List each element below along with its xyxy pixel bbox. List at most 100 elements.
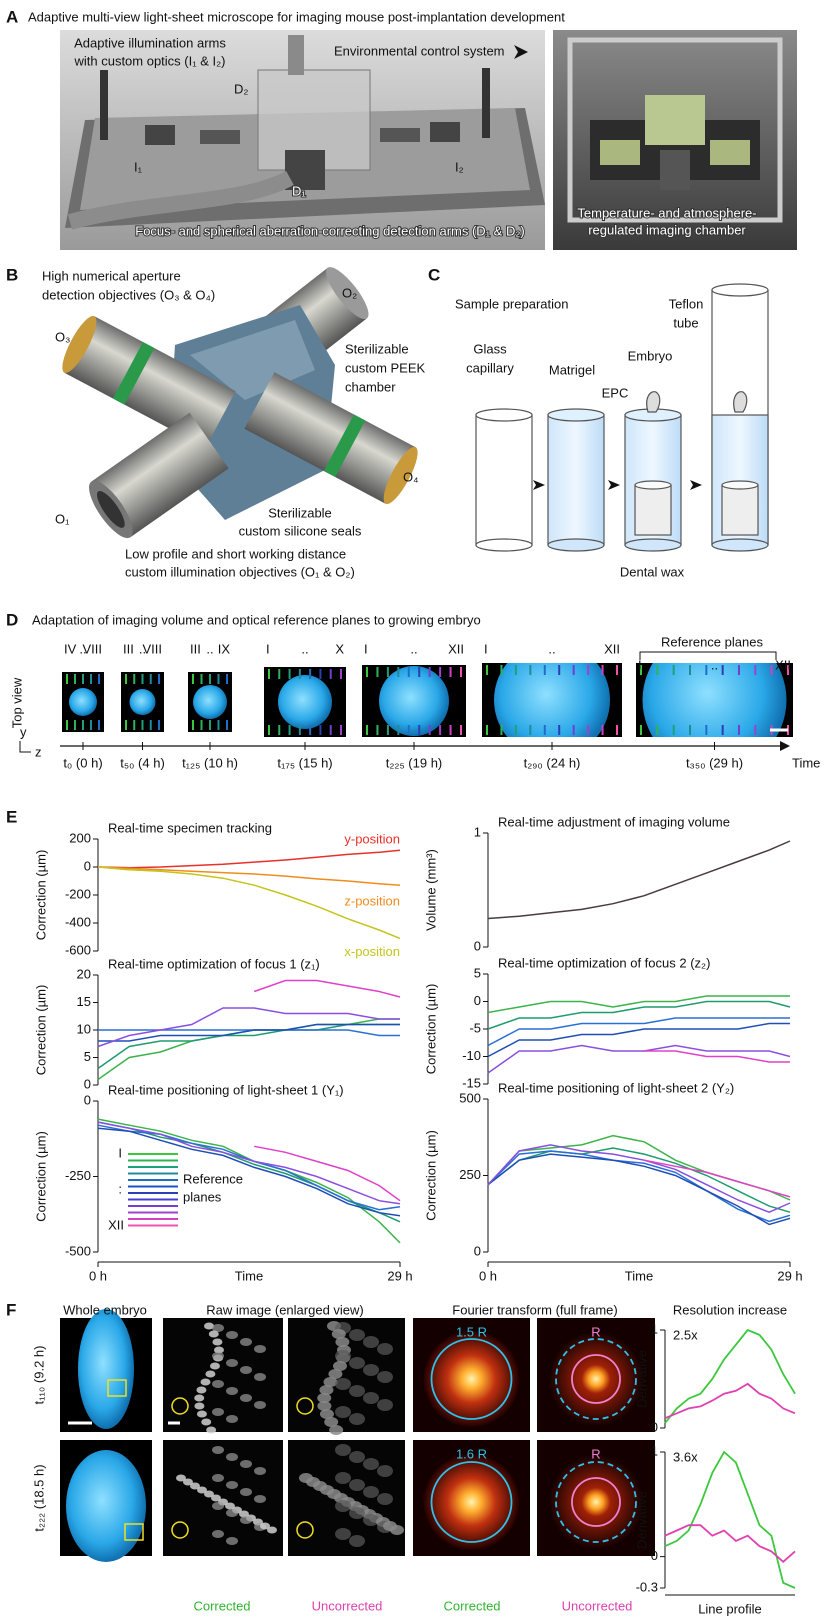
y-label: Derivative (634, 1491, 649, 1549)
y-tick-label: -600 (65, 942, 91, 957)
series-line (665, 1525, 795, 1562)
label: with custom optics (I₁ & I₂) (73, 53, 225, 68)
label: Dental wax (620, 564, 685, 579)
nucleus (226, 1387, 238, 1395)
legend-label: XII (108, 1217, 124, 1232)
nucleus (194, 1403, 204, 1410)
nucleus (329, 1425, 343, 1435)
y-tick-label: 0 (474, 1243, 481, 1258)
series-line (98, 1008, 400, 1047)
x-label: Line profile (698, 1601, 762, 1616)
label: Adaptive illumination arms (74, 35, 226, 50)
spectrum (548, 1331, 644, 1427)
nucleus (254, 1373, 266, 1381)
plane-range: .. (410, 641, 417, 656)
nucleus (267, 1527, 277, 1534)
y-tick-label: 20 (77, 966, 91, 981)
embryo (130, 689, 156, 715)
embryo (66, 1450, 146, 1562)
label: Focus- and spherical aberration-correcti… (135, 223, 524, 238)
nucleus (335, 1378, 351, 1390)
panel-label: F (6, 1300, 16, 1319)
plane-range: .. (301, 641, 308, 656)
nucleus (349, 1451, 365, 1463)
nucleus (196, 1387, 206, 1394)
nucleus (377, 1343, 393, 1355)
y-label: Correction (µm) (33, 985, 48, 1076)
x-tick-label: 0 h (89, 1268, 107, 1283)
nucleus (240, 1488, 252, 1496)
nucleus (349, 1507, 365, 1519)
embryo (278, 675, 332, 729)
x-label: Time (625, 1268, 653, 1283)
y-tick-label: 15 (77, 994, 91, 1009)
nucleus (349, 1357, 365, 1369)
embryo (494, 642, 610, 758)
series-line (644, 1160, 790, 1197)
label: EPC (602, 385, 629, 400)
column-footer: Corrected (193, 1598, 250, 1613)
spectrum (548, 1454, 644, 1550)
y-tick-label: 0 (474, 938, 481, 953)
nucleus (226, 1537, 238, 1545)
plane-range: III (190, 641, 201, 656)
x-label: Time (235, 1268, 263, 1283)
panel-label: D (6, 610, 18, 629)
label: custom PEEK (345, 360, 426, 375)
plane-range: XII (604, 641, 620, 656)
nucleus (200, 1379, 210, 1386)
legend-title: Reference (183, 1171, 243, 1186)
nucleus (226, 1453, 238, 1461)
label: Glass (473, 341, 507, 356)
x-tick-label: 29 h (387, 1268, 412, 1283)
series-line (644, 1051, 790, 1062)
nucleus (254, 1467, 266, 1475)
nucleus (240, 1460, 252, 1468)
nucleus (377, 1371, 393, 1383)
column-header: Resolution increase (673, 1302, 787, 1317)
y-tick-label: 5 (84, 1049, 91, 1064)
y-tick-label: -400 (65, 914, 91, 929)
timepoint: t₂₉₀ (24 h) (524, 755, 581, 770)
y-tick-label: 0 (651, 1548, 658, 1563)
label: custom illumination objectives (O₁ & O₂) (125, 564, 355, 579)
column-header: Fourier transform (full frame) (452, 1302, 617, 1317)
nucleus (240, 1394, 252, 1402)
series-line (665, 1452, 795, 1588)
nucleus (335, 1528, 351, 1540)
row-label: t₁₁₀ (9.2 h) (31, 1346, 46, 1405)
plane-range: .. (711, 657, 718, 672)
plane-range: I (266, 641, 270, 656)
series-line (488, 1154, 790, 1224)
label: D₂ (234, 81, 248, 96)
panel-label: C (428, 265, 440, 284)
nucleus (363, 1336, 379, 1348)
series-line (254, 981, 400, 998)
y-tick-label: 1 (651, 1321, 658, 1336)
axis-glyph (20, 741, 31, 752)
nucleus (349, 1385, 365, 1397)
embryo (69, 688, 97, 716)
ring-label: 1.6 R (456, 1446, 487, 1461)
nucleus (363, 1392, 379, 1404)
label: O₁ (55, 511, 70, 526)
image-panels: 1.5 RR1.6 RR (60, 1309, 655, 1562)
plane-range: .. (206, 641, 213, 656)
panel-title: Adaptation of imaging volume and optical… (32, 612, 481, 627)
label: Teflon (669, 296, 704, 311)
plane-range: III (123, 641, 134, 656)
panel-label: A (6, 7, 18, 26)
y-tick-label: 0 (474, 993, 481, 1008)
panel-label: B (6, 265, 18, 284)
y-label: Derivative (634, 1350, 649, 1408)
x-tick-label: 0 h (479, 1268, 497, 1283)
label: O₂ (342, 285, 357, 300)
nucleus (377, 1399, 393, 1411)
label: Temperature- and atmosphere- (577, 205, 756, 220)
nucleus (212, 1502, 224, 1510)
nucleus (206, 1427, 216, 1434)
y-label: Correction (µm) (423, 984, 438, 1075)
nucleus (363, 1486, 379, 1498)
label: chamber (345, 379, 396, 394)
nucleus (205, 1371, 215, 1378)
